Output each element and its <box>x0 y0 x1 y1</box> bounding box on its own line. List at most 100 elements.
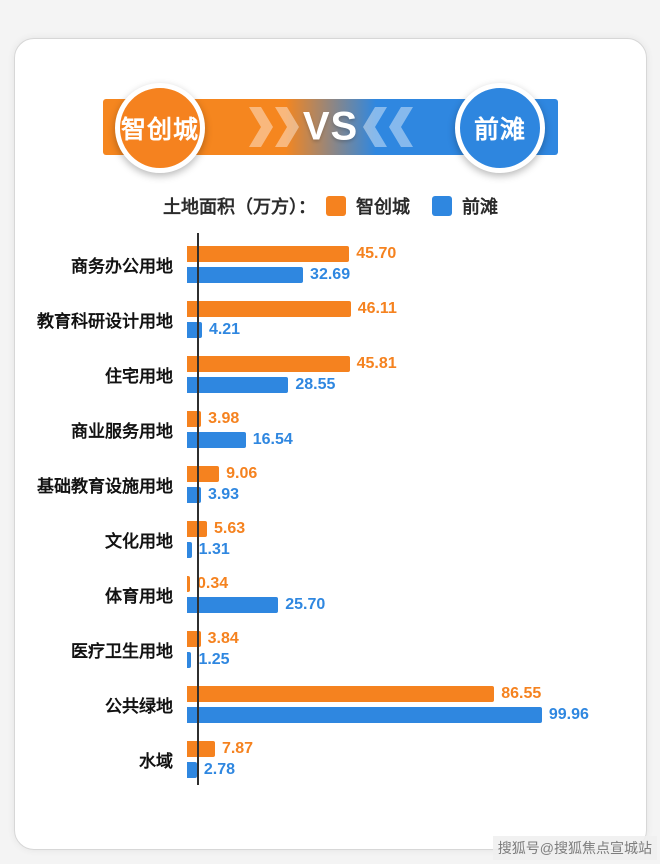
bar-line: 2.78 <box>187 761 636 778</box>
legend-swatch-orange <box>326 196 346 216</box>
left-badge: 智创城 <box>115 83 205 173</box>
bar-group: 46.11 4.21 <box>185 300 636 338</box>
chart-row: 水域 7.87 2.78 <box>15 732 636 787</box>
chart-rows: 商务办公用地 45.70 32.69 教育科研设计用地 46.11 4.21 住宅用地 45.… <box>15 237 636 787</box>
legend-label-blue: 前滩 <box>462 197 498 217</box>
bar-value-label: 3.98 <box>208 410 240 427</box>
bar-zhichuangcheng <box>187 356 350 372</box>
bar-line: 9.06 <box>187 465 636 482</box>
bar-line: 0.34 <box>187 575 636 592</box>
bar-line: 3.93 <box>187 486 636 503</box>
bar-value-label: 99.96 <box>548 706 589 723</box>
bar-value-label: 7.87 <box>221 740 254 757</box>
chart-row: 住宅用地 45.81 28.55 <box>15 347 636 402</box>
bar-value-label: 0.34 <box>197 575 229 592</box>
category-label: 水域 <box>139 752 173 771</box>
bar-line: 5.63 <box>187 520 636 537</box>
watermark: 搜狐号@搜狐焦点宣城站 <box>492 836 657 860</box>
bar-group: 45.70 32.69 <box>185 245 636 283</box>
bar-line: 28.55 <box>187 376 636 393</box>
bar-value-label: 5.63 <box>213 520 246 537</box>
bar-qiantan <box>187 762 197 778</box>
bar-group: 7.87 2.78 <box>185 740 636 778</box>
bar-group: 45.81 28.55 <box>185 355 636 393</box>
bar-value-label: 3.84 <box>207 630 239 647</box>
bar-qiantan <box>187 597 279 613</box>
chart-row: 教育科研设计用地 46.11 4.21 <box>15 292 636 347</box>
bar-qiantan <box>187 707 542 723</box>
bar-line: 3.84 <box>187 630 636 647</box>
bar-value-label: 2.78 <box>203 761 235 778</box>
bar-value-label: 9.06 <box>226 465 258 482</box>
bar-qiantan <box>187 487 201 503</box>
chart-row: 体育用地 0.34 25.70 <box>15 567 636 622</box>
bar-value-label: 86.55 <box>501 685 542 702</box>
bar-line: 1.25 <box>187 651 636 668</box>
bar-line: 3.98 <box>187 410 636 427</box>
bar-zhichuangcheng <box>187 686 495 702</box>
chart-legend: 土地面积（万方）： 智创城 前滩 <box>15 193 646 219</box>
category-label: 基础教育设施用地 <box>37 477 173 496</box>
bar-value-label: 28.55 <box>295 376 336 393</box>
category-label: 教育科研设计用地 <box>37 312 173 331</box>
bar-line: 45.81 <box>187 355 636 372</box>
right-badge: 前滩 <box>455 83 545 173</box>
bar-line: 7.87 <box>187 740 636 757</box>
category-label: 商务办公用地 <box>71 257 173 276</box>
chart-row: 商务办公用地 45.70 32.69 <box>15 237 636 292</box>
bar-qiantan <box>187 432 246 448</box>
bar-qiantan <box>187 542 192 558</box>
bar-line: 25.70 <box>187 596 636 613</box>
bar-value-label: 3.93 <box>207 486 240 503</box>
bar-qiantan <box>187 267 304 283</box>
vs-label: VS <box>302 104 359 149</box>
category-label: 体育用地 <box>105 587 173 606</box>
bar-value-label: 1.31 <box>198 541 230 558</box>
category-label: 文化用地 <box>105 532 173 551</box>
bar-value-label: 25.70 <box>285 596 326 613</box>
bar-group: 9.06 3.93 <box>185 465 636 503</box>
category-label: 住宅用地 <box>105 367 173 386</box>
bar-value-label: 32.69 <box>310 266 351 283</box>
bar-value-label: 46.11 <box>357 300 397 317</box>
bar-line: 16.54 <box>187 431 636 448</box>
bar-line: 86.55 <box>187 685 636 702</box>
category-label: 公共绿地 <box>105 697 173 716</box>
bar-zhichuangcheng <box>187 631 201 647</box>
bar-zhichuangcheng <box>187 411 202 427</box>
chart-row: 基础教育设施用地 9.06 3.93 <box>15 457 636 512</box>
bar-qiantan <box>187 322 202 338</box>
legend-swatch-blue <box>432 196 452 216</box>
bar-value-label: 4.21 <box>208 321 241 338</box>
bar-qiantan <box>187 652 192 668</box>
bar-zhichuangcheng <box>187 576 190 592</box>
bar-zhichuangcheng <box>187 466 220 482</box>
bar-zhichuangcheng <box>187 741 215 757</box>
bar-line: 46.11 <box>187 300 636 317</box>
bar-group: 5.63 1.31 <box>185 520 636 558</box>
vs-banner: VS 智创城 前滩 <box>15 81 646 177</box>
bar-zhichuangcheng <box>187 301 351 317</box>
bar-qiantan <box>187 377 289 393</box>
legend-title: 土地面积（万方）： <box>163 197 316 217</box>
bar-line: 32.69 <box>187 266 636 283</box>
chart-row: 医疗卫生用地 3.84 1.25 <box>15 622 636 677</box>
chart-row: 公共绿地 86.55 99.96 <box>15 677 636 732</box>
bar-value-label: 16.54 <box>252 431 293 448</box>
chart-row: 商业服务用地 3.98 16.54 <box>15 402 636 457</box>
bar-line: 4.21 <box>187 321 636 338</box>
bar-line: 45.70 <box>187 245 636 262</box>
bar-zhichuangcheng <box>187 521 207 537</box>
right-badge-label: 前滩 <box>473 116 526 144</box>
chart: 商务办公用地 45.70 32.69 教育科研设计用地 46.11 4.21 住宅用地 45.… <box>15 233 646 787</box>
category-label: 商业服务用地 <box>71 422 173 441</box>
bar-value-label: 45.81 <box>356 355 397 372</box>
chart-row: 文化用地 5.63 1.31 <box>15 512 636 567</box>
bar-group: 3.84 1.25 <box>185 630 636 668</box>
left-badge-label: 智创城 <box>120 116 199 144</box>
bar-value-label: 1.25 <box>198 651 230 668</box>
bar-group: 0.34 25.70 <box>185 575 636 613</box>
bar-line: 1.31 <box>187 541 636 558</box>
comparison-card: VS 智创城 前滩 土地面积（万方）： 智创城 前滩 商务办公用地 45.70 32… <box>14 38 647 850</box>
bar-group: 3.98 16.54 <box>185 410 636 448</box>
